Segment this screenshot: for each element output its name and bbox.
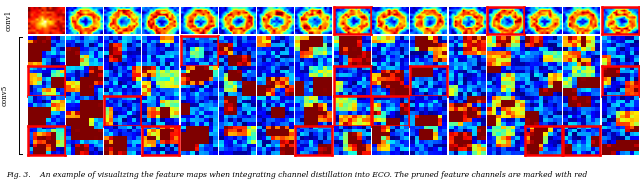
- Text: conv5: conv5: [1, 85, 8, 106]
- Text: Fig. 3.    An example of visualizing the feature maps when integrating channel d: Fig. 3. An example of visualizing the fe…: [6, 171, 588, 179]
- Text: conv1: conv1: [5, 10, 13, 31]
